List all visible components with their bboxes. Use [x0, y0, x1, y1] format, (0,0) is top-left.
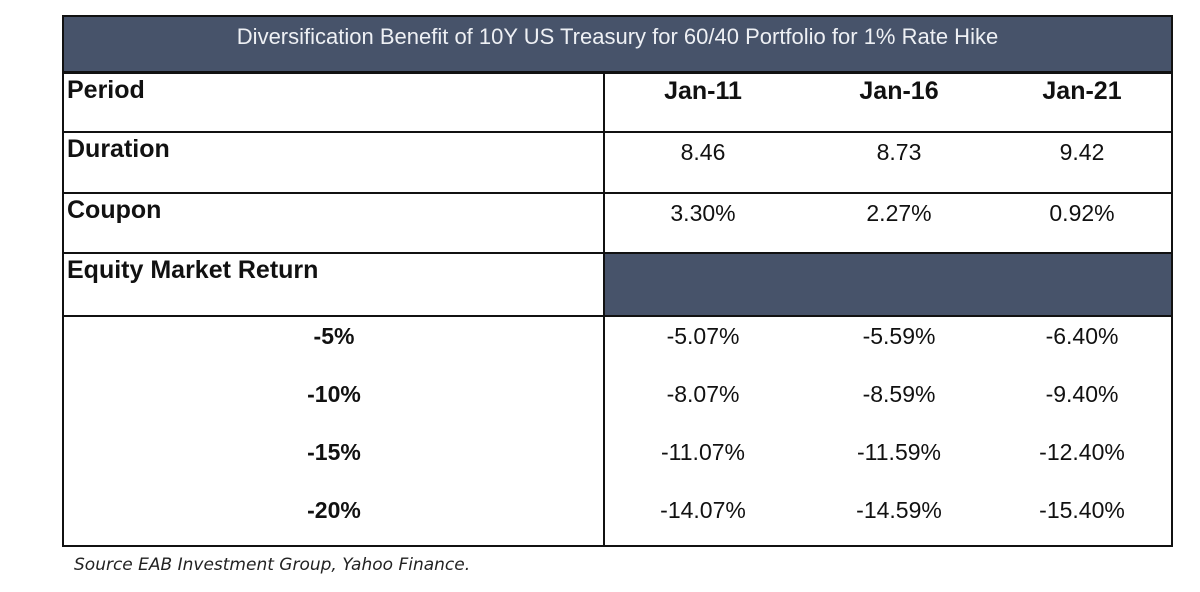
table-row: -15% -11.07% -11.59% -12.40% — [64, 433, 1171, 491]
table-cell: -11.59% — [857, 439, 941, 465]
duration-label: Duration — [67, 135, 170, 163]
diversification-table: Diversification Benefit of 10Y US Treasu… — [62, 15, 1173, 547]
duration-jan-21: 9.42 — [1059, 139, 1105, 165]
period-header-row: Period Jan-11 Jan-16 Jan-21 — [64, 74, 1171, 133]
coupon-row: Coupon 3.30% 2.27% 0.92% — [64, 194, 1171, 254]
table-cell: -8.59% — [862, 381, 936, 407]
coupon-jan-11: 3.30% — [670, 200, 736, 226]
table-cell: -12.40% — [1039, 439, 1125, 465]
equity-return-value: -20% — [307, 497, 361, 523]
table-cell: -14.07% — [660, 497, 746, 523]
table-title: Diversification Benefit of 10Y US Treasu… — [64, 17, 1171, 74]
table-row: -10% -8.07% -8.59% -9.40% — [64, 375, 1171, 433]
column-divider — [603, 74, 605, 545]
duration-jan-16: 8.73 — [876, 139, 922, 165]
table-cell: -14.59% — [856, 497, 942, 523]
table-cell: -8.07% — [666, 381, 740, 407]
period-label: Period — [67, 76, 145, 104]
equity-section-fill — [605, 254, 1171, 315]
table-cell: -5.07% — [666, 323, 740, 349]
equity-return-value: -10% — [307, 381, 361, 407]
table-row: -5% -5.07% -5.59% -6.40% — [64, 317, 1171, 375]
equity-return-value: -5% — [313, 323, 355, 349]
equity-section-row: Equity Market Return — [64, 254, 1171, 317]
column-header-jan-11: Jan-11 — [664, 77, 742, 105]
column-header-jan-21: Jan-21 — [1042, 77, 1122, 105]
equity-return-value: -15% — [307, 439, 361, 465]
table-cell: -15.40% — [1039, 497, 1125, 523]
source-note: Source EAB Investment Group, Yahoo Finan… — [74, 555, 471, 575]
column-header-jan-16: Jan-16 — [859, 77, 939, 105]
table-row: -20% -14.07% -14.59% -15.40% — [64, 491, 1171, 549]
coupon-jan-21: 0.92% — [1049, 200, 1115, 226]
coupon-jan-16: 2.27% — [866, 200, 932, 226]
duration-jan-11: 8.46 — [680, 139, 726, 165]
table-cell: -5.59% — [862, 323, 936, 349]
table-cell: -9.40% — [1045, 381, 1119, 407]
coupon-label: Coupon — [67, 196, 162, 224]
equity-section-label: Equity Market Return — [67, 256, 319, 284]
table-cell: -6.40% — [1045, 323, 1119, 349]
table-cell: -11.07% — [661, 439, 745, 465]
duration-row: Duration 8.46 8.73 9.42 — [64, 133, 1171, 194]
